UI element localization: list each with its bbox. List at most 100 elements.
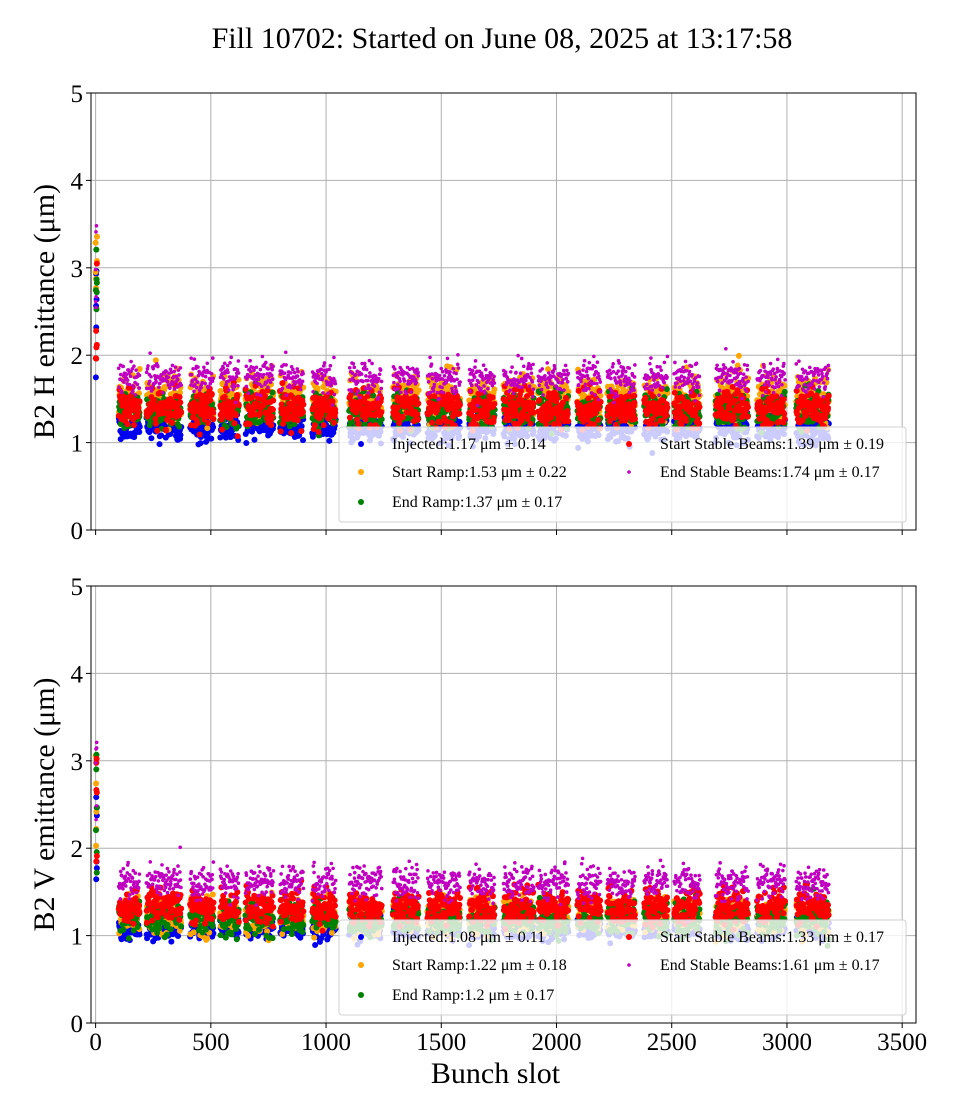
data-point: [156, 441, 163, 448]
data-point: [251, 411, 258, 418]
data-point: [622, 417, 629, 424]
data-point: [234, 433, 241, 440]
data-point: [168, 386, 172, 390]
data-point: [489, 394, 496, 401]
data-point: [125, 378, 130, 383]
data-point: [132, 385, 136, 389]
data-point: [234, 392, 241, 399]
data-point: [781, 410, 788, 417]
data-point: [136, 428, 143, 435]
data-point: [165, 379, 170, 384]
data-point: [825, 392, 832, 399]
data-point: [192, 357, 197, 361]
data-point: [118, 372, 123, 377]
data-point: [169, 419, 176, 426]
data-point: [332, 409, 339, 416]
data-point: [224, 382, 228, 387]
data-point: [331, 419, 338, 426]
scatter-points: [92, 224, 832, 457]
data-point: [177, 409, 184, 416]
data-point: [206, 385, 211, 389]
data-point: [443, 418, 450, 425]
data-point: [644, 411, 651, 418]
data-point: [132, 364, 136, 368]
data-point: [116, 366, 121, 371]
data-point: [545, 366, 552, 373]
data-point: [131, 389, 135, 393]
data-point: [556, 421, 563, 428]
data-point: [151, 366, 156, 371]
data-point: [300, 437, 307, 444]
data-point: [176, 394, 183, 401]
chart-title: Fill 10702: Started on June 08, 2025 at …: [211, 22, 793, 55]
data-point: [124, 421, 131, 428]
data-point: [559, 399, 566, 406]
data-point: [235, 368, 240, 372]
data-point: [119, 390, 124, 395]
data-point: [353, 409, 360, 416]
data-point: [395, 404, 402, 411]
data-point: [718, 405, 725, 412]
data-point: [151, 397, 158, 404]
data-point: [152, 357, 159, 364]
data-point: [631, 392, 638, 399]
data-point: [196, 431, 203, 438]
data-point: [200, 380, 205, 385]
data-point: [683, 364, 690, 371]
data-point: [178, 366, 183, 370]
data-point: [696, 404, 703, 411]
data-point: [93, 276, 100, 283]
data-point: [299, 409, 306, 416]
data-point: [527, 420, 534, 427]
data-point: [659, 417, 666, 424]
data-point: [193, 377, 198, 381]
data-point: [744, 413, 751, 420]
data-point: [278, 401, 285, 408]
data-point: [513, 412, 520, 419]
data-point: [437, 419, 444, 426]
data-point: [235, 402, 242, 409]
data-point: [221, 377, 226, 381]
data-point: [199, 385, 203, 390]
data-point: [176, 423, 183, 430]
data-point: [399, 414, 406, 421]
data-point: [189, 383, 193, 387]
data-point: [484, 412, 491, 419]
data-point: [234, 400, 238, 405]
data-point: [514, 402, 521, 409]
data-point: [128, 374, 133, 379]
data-point: [133, 393, 138, 397]
data-point: [528, 389, 535, 396]
data-point: [203, 374, 208, 379]
data-point: [824, 399, 831, 406]
data-point: [231, 387, 235, 392]
data-point: [431, 393, 438, 400]
data-point: [262, 393, 269, 400]
data-point: [361, 421, 368, 428]
data-point: [298, 423, 305, 430]
data-point: [170, 363, 175, 368]
data-point: [177, 431, 184, 438]
data-point: [696, 420, 703, 427]
data-point: [311, 422, 318, 429]
data-point: [137, 386, 142, 390]
data-point: [154, 379, 158, 384]
data-point: [204, 431, 211, 438]
data-point: [202, 365, 206, 370]
data-point: [251, 436, 258, 443]
data-point: [172, 369, 177, 374]
data-point: [735, 352, 742, 359]
data-point: [231, 420, 238, 427]
data-point: [269, 413, 276, 420]
data-point: [502, 398, 509, 405]
data-point: [136, 366, 143, 373]
data-point: [320, 383, 327, 390]
data-point: [149, 374, 153, 379]
data-point: [157, 385, 161, 390]
data-point: [564, 411, 571, 418]
data-point: [208, 435, 215, 442]
data-point: [93, 246, 100, 253]
data-point: [511, 420, 518, 427]
data-point: [818, 397, 825, 404]
